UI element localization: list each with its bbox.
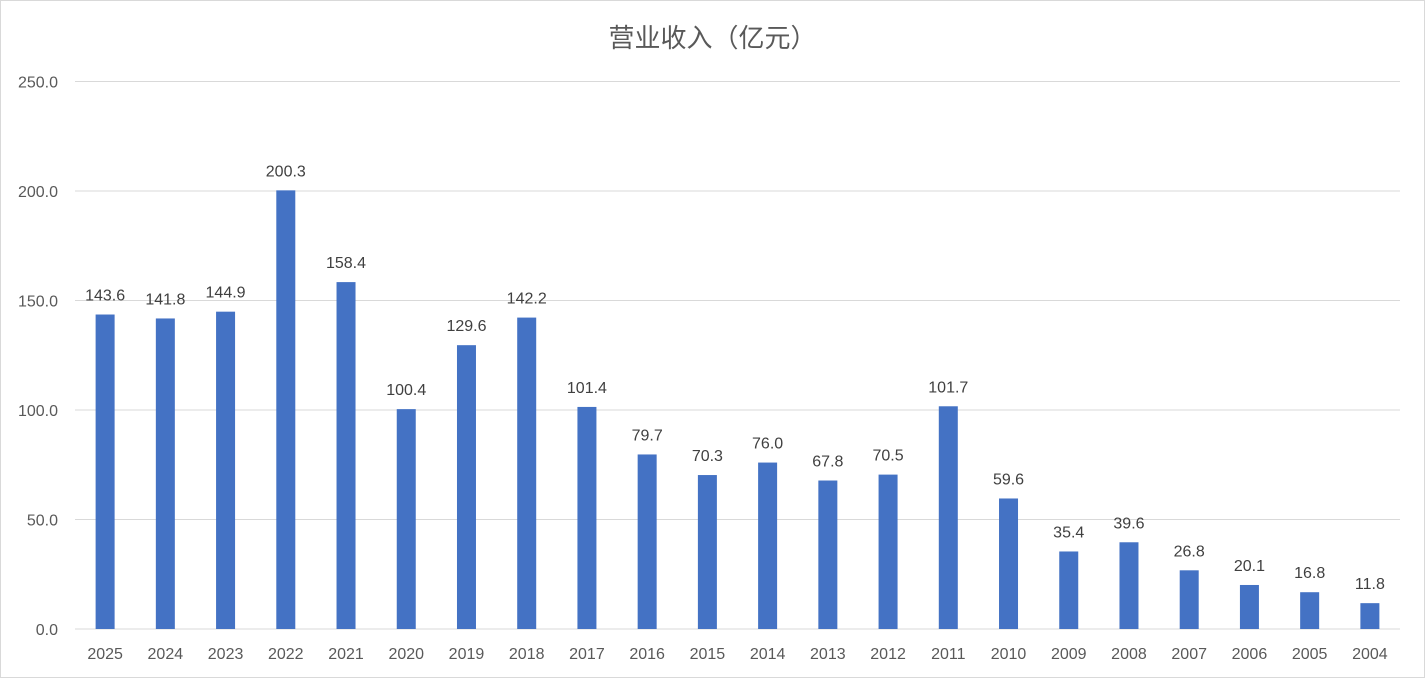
y-tick-label: 0.0 — [36, 622, 58, 639]
bar — [336, 282, 356, 629]
bar — [95, 314, 115, 629]
bar — [1300, 592, 1320, 629]
data-label: 70.5 — [872, 448, 903, 465]
bar — [396, 409, 416, 629]
data-label: 11.8 — [1355, 576, 1385, 593]
data-label: 158.4 — [326, 255, 366, 272]
bar — [216, 311, 236, 629]
bar — [517, 317, 537, 629]
bar — [878, 474, 898, 629]
data-label: 129.6 — [446, 318, 486, 335]
data-label: 144.9 — [206, 285, 246, 302]
x-tick-label: 2011 — [931, 646, 966, 663]
data-label: 142.2 — [507, 291, 547, 308]
data-label: 79.7 — [632, 427, 663, 444]
bar — [1119, 542, 1139, 629]
data-label: 35.4 — [1053, 524, 1084, 541]
x-tick-label: 2019 — [449, 646, 485, 663]
y-tick-label: 100.0 — [18, 403, 58, 420]
data-label: 143.6 — [85, 288, 125, 305]
data-label: 100.4 — [386, 382, 426, 399]
x-tick-label: 2006 — [1232, 646, 1268, 663]
chart-title: 营业收入（亿元） — [608, 24, 817, 54]
bar — [1239, 584, 1259, 629]
data-label: 200.3 — [266, 163, 306, 180]
x-tick-label: 2021 — [328, 646, 364, 663]
bar — [999, 498, 1019, 629]
bar — [276, 190, 296, 629]
data-label: 141.8 — [145, 291, 185, 308]
data-label: 39.6 — [1113, 515, 1144, 532]
bar — [1059, 551, 1079, 629]
bar — [938, 406, 958, 629]
bar — [155, 318, 175, 629]
x-tick-label: 2013 — [810, 646, 846, 663]
x-tick-label: 2017 — [569, 646, 605, 663]
y-tick-label: 50.0 — [27, 513, 58, 530]
data-label: 70.3 — [692, 448, 723, 465]
x-tick-label: 2009 — [1051, 646, 1087, 663]
y-tick-label: 150.0 — [18, 294, 58, 311]
bar — [577, 406, 597, 629]
bar — [697, 475, 717, 629]
bar — [1179, 570, 1199, 629]
data-label: 20.1 — [1234, 558, 1265, 575]
data-label: 26.8 — [1174, 543, 1205, 560]
y-tick-label: 200.0 — [18, 184, 58, 201]
bar — [818, 480, 838, 629]
data-label: 59.6 — [993, 471, 1024, 488]
data-label: 16.8 — [1294, 565, 1325, 582]
x-tick-label: 2008 — [1111, 646, 1147, 663]
data-label: 67.8 — [812, 454, 843, 471]
x-tick-label: 2010 — [991, 646, 1027, 663]
bar — [1360, 603, 1380, 629]
x-tick-label: 2023 — [208, 646, 244, 663]
x-tick-label: 2018 — [509, 646, 545, 663]
bar — [758, 462, 778, 629]
x-tick-label: 2012 — [870, 646, 906, 663]
x-tick-label: 2014 — [750, 646, 786, 663]
bar — [637, 454, 657, 629]
y-tick-label: 250.0 — [18, 75, 58, 92]
x-tick-label: 2016 — [629, 646, 665, 663]
x-tick-label: 2022 — [268, 646, 304, 663]
x-tick-label: 2015 — [690, 646, 726, 663]
x-tick-label: 2005 — [1292, 646, 1328, 663]
x-tick-label: 2025 — [87, 646, 123, 663]
x-tick-label: 2020 — [388, 646, 424, 663]
x-tick-label: 2024 — [148, 646, 184, 663]
x-tick-label: 2007 — [1171, 646, 1207, 663]
data-label: 101.4 — [567, 380, 607, 397]
bar — [456, 345, 476, 629]
data-label: 101.7 — [928, 379, 968, 396]
x-tick-label: 2004 — [1352, 646, 1388, 663]
data-label: 76.0 — [752, 436, 783, 453]
